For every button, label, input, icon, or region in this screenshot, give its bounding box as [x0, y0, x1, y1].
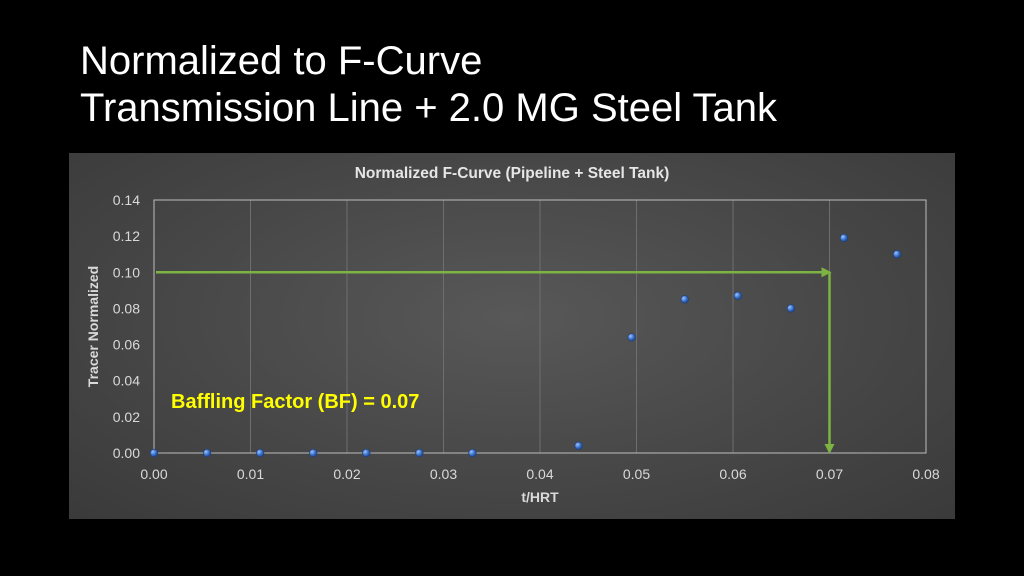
- x-tick-label: 0.06: [719, 466, 746, 482]
- y-axis-label: Tracer Normalized: [85, 266, 101, 387]
- x-axis-label: t/HRT: [521, 489, 559, 505]
- x-tick-label: 0.05: [623, 466, 650, 482]
- data-point: [202, 448, 212, 458]
- chart-title: Normalized F-Curve (Pipeline + Steel Tan…: [355, 165, 670, 182]
- y-tick-label: 0.02: [113, 409, 140, 425]
- x-tick-label: 0.04: [526, 466, 553, 482]
- x-tick-label: 0.02: [333, 466, 360, 482]
- data-point: [362, 448, 371, 458]
- data-point: [256, 448, 265, 458]
- vertical-arrowhead: [824, 444, 835, 454]
- y-tick-label: 0.04: [113, 373, 140, 389]
- y-tick-label: 0.14: [113, 192, 140, 208]
- y-tick-label: 0.06: [113, 337, 140, 353]
- x-tick-label: 0.03: [430, 466, 457, 482]
- data-point: [149, 448, 159, 458]
- data-points: [149, 233, 902, 458]
- data-point: [839, 233, 849, 243]
- data-point: [627, 333, 636, 342]
- x-tick-label: 0.08: [912, 466, 939, 482]
- x-tick-label: 0.01: [237, 466, 264, 482]
- slide-title-line2: Transmission Line + 2.0 MG Steel Tank: [80, 86, 777, 130]
- baffling-arrows: [156, 267, 835, 454]
- y-tick-label: 0.00: [113, 445, 140, 461]
- data-point: [786, 304, 796, 313]
- y-tick-label: 0.10: [113, 264, 140, 280]
- baffling-factor-annotation: Baffling Factor (BF) = 0.07: [171, 391, 419, 413]
- y-tick-labels: 0.00 0.02 0.04 0.06 0.08 0.10 0.12 0.14: [113, 192, 140, 461]
- f-curve-chart: Normalized F-Curve (Pipeline + Steel Tan…: [85, 165, 940, 505]
- data-point: [892, 250, 902, 259]
- slide-title: Normalized to F-Curve Transmission Line …: [80, 38, 777, 132]
- data-point: [309, 448, 318, 458]
- chart-panel: Normalized F-Curve (Pipeline + Steel Tan…: [69, 153, 955, 519]
- data-point: [574, 441, 583, 450]
- x-tick-labels: 0.00 0.01 0.02 0.03 0.04 0.05 0.06 0.07 0.08: [140, 466, 939, 482]
- data-point: [468, 448, 477, 458]
- data-point: [415, 448, 424, 458]
- x-tick-label: 0.00: [140, 466, 167, 482]
- y-tick-label: 0.08: [113, 300, 140, 316]
- x-tick-label: 0.07: [816, 466, 843, 482]
- plot-area-border: [153, 199, 927, 454]
- slide-title-line1: Normalized to F-Curve: [80, 39, 483, 83]
- data-point: [680, 295, 689, 304]
- grid-lines: [153, 200, 927, 453]
- y-tick-label: 0.12: [113, 228, 140, 244]
- data-point: [733, 291, 742, 300]
- horizontal-arrowhead: [821, 267, 832, 278]
